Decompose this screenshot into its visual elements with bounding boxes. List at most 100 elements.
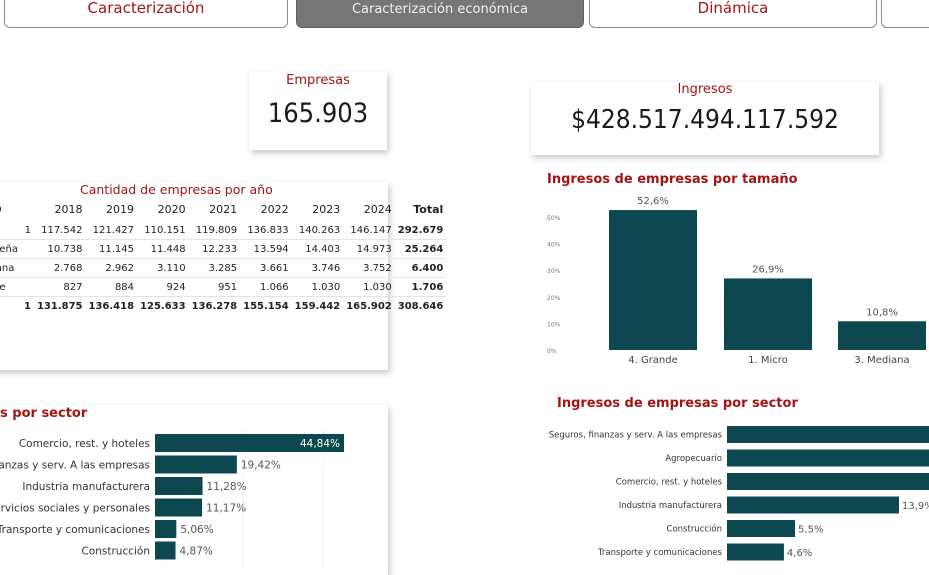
y-tick-label: 30% [547, 268, 561, 275]
kpi-empresas-card: Empresas 165.903 [249, 72, 387, 150]
bar-data-label: 26,9% [752, 264, 784, 275]
table-cell: 10.738 [33, 239, 86, 259]
y-tick-label: 0% [547, 348, 557, 355]
chart-title-tamano: Ingresos de empresas por tamaño [547, 172, 798, 187]
tab-dinamica[interactable]: Dinámica [589, 0, 877, 28]
table-body: o 1 117.542121.427110.151119.809136.833140… [0, 221, 447, 315]
col-header: 2018 [54, 202, 83, 216]
table-cell: 827 [33, 277, 86, 297]
y-tick-label: Comercio, rest. y hoteles [19, 438, 150, 450]
table-cell: 3.746 [291, 258, 344, 278]
table-cell: 1.066 [240, 277, 292, 297]
bar [727, 496, 899, 514]
bar [727, 426, 929, 443]
table-cell: 119.809 [188, 221, 241, 240]
y-tick-label: Comercio, rest. y hoteles [616, 478, 723, 488]
y-tick-label: Agropecuario [665, 454, 722, 464]
tab-next[interactable] [881, 0, 929, 28]
table-cell: 12.233 [188, 239, 241, 259]
row-label: o [0, 221, 21, 240]
y-tick-label: Transporte y comunicaciones [597, 548, 723, 558]
kpi-ingresos-value: $428.517.494.117.592 [571, 105, 839, 135]
kpi-empresas-title: Empresas [286, 73, 350, 88]
tab-label: Dinámica [697, 0, 769, 17]
total-cell: 136.418 [85, 296, 138, 315]
total-cell [0, 296, 21, 315]
table-cell: 3.752 [343, 258, 395, 278]
chart-ingresos-tamano: 0% 10% 20% 30% 40% 50% 52,6% 4. Grande 26,9% 1. M… [547, 196, 926, 366]
y-tick-label: Servicios sociales y personales [0, 503, 150, 515]
total-cell: 165.902 [343, 296, 395, 315]
empresas-matrix: O 2018 2019 2020 2021 2022 2023 2024 Tot… [0, 197, 447, 315]
bar [155, 477, 203, 495]
tab-label: Caracterización [87, 0, 205, 17]
bar [727, 449, 929, 467]
bar-data-label: 13,9% [902, 501, 929, 512]
bar-data-label: 4,87% [180, 546, 213, 558]
y-tick-label: 20% [547, 295, 561, 302]
y-tick-label: 10% [547, 321, 561, 328]
total-cell: 136.278 [188, 296, 241, 315]
row-total: 292.679 [394, 221, 447, 240]
row-label: ueña [0, 239, 21, 259]
total-cell: 1 [20, 296, 34, 315]
bar-data-label: 11,17% [206, 503, 246, 515]
table-cell: 14.973 [343, 239, 395, 259]
y-tick-label: Seguros, finanzas y serv. A las empresas [549, 431, 723, 441]
chart-title-empresas-sector: s por sector [0, 406, 88, 421]
col-header: 2019 [106, 202, 135, 216]
bar [727, 520, 796, 537]
tab-caracterizacion-economica[interactable]: Caracterización económica [296, 0, 584, 28]
table-cell: 14.403 [291, 239, 344, 259]
table-row: iana 2.7682.9623.1103.2853.6613.7463.7526… [0, 258, 447, 278]
bar-data-label: 19,42% [241, 460, 281, 472]
kpi-ingresos-card: Ingresos $428.517.494.117.592 [531, 82, 879, 155]
table-cell: 136.833 [240, 221, 292, 240]
table-cell: 3.110 [137, 258, 189, 278]
table-cell: 1.030 [343, 277, 395, 297]
y-tick-label: 50% [547, 215, 561, 222]
empresas-por-ano-card: Cantidad de empresas por año O 2018 2019… [0, 182, 447, 370]
bar [155, 455, 237, 474]
table-cell: 3.661 [240, 258, 292, 278]
table-cell: 2.768 [33, 258, 86, 278]
table-cell: 121.427 [85, 221, 138, 240]
total-cell: 308.646 [394, 296, 447, 315]
row-label: iana [0, 258, 21, 278]
y-tick-label: Construcción [81, 546, 150, 558]
row-total: 1.706 [394, 277, 447, 297]
x-tick-label: 3. Mediana [854, 355, 909, 366]
table-cell: 2.962 [85, 258, 138, 278]
col-header: 2023 [312, 202, 341, 216]
kpi-ingresos-title: Ingresos [677, 82, 733, 97]
total-cell: 155.154 [240, 296, 292, 315]
y-tick-label: Transporte y comunicaciones [0, 524, 150, 536]
table-cell: 146.147 [343, 221, 395, 240]
table-title: Cantidad de empresas por año [80, 182, 273, 197]
tab-caracterizacion[interactable]: Caracterización [4, 0, 288, 28]
bar [155, 498, 203, 517]
col-header: Total [413, 202, 444, 216]
table-cell: 13.594 [240, 239, 292, 259]
bar-data-label: 52,6% [637, 196, 669, 207]
table-cell [20, 239, 34, 259]
col-header: 2020 [157, 202, 186, 216]
x-tick-label: 4. Grande [628, 355, 678, 366]
col-header: 2021 [209, 202, 238, 216]
col-header [21, 197, 34, 221]
chart-ingresos-sector: Seguros, finanzas y serv. A las empresas… [549, 426, 929, 561]
table-cell: 11.145 [85, 239, 138, 259]
row-total: 25.264 [394, 239, 447, 259]
col-header: O [0, 197, 21, 221]
bar-data-label: 10,8% [866, 307, 898, 318]
y-tick-label: , finanzas y serv. A las empresas [0, 460, 150, 472]
table-cell: 117.542 [33, 221, 86, 240]
total-cell: 125.633 [137, 296, 189, 315]
col-header: 2024 [363, 202, 392, 216]
y-tick-label: 40% [547, 242, 561, 249]
table-cell: 951 [188, 277, 241, 297]
table-cell: 1.030 [291, 277, 344, 297]
table-cell: 110.151 [137, 221, 189, 240]
table-cell: 140.263 [291, 221, 344, 240]
total-cell: 159.442 [291, 296, 344, 315]
